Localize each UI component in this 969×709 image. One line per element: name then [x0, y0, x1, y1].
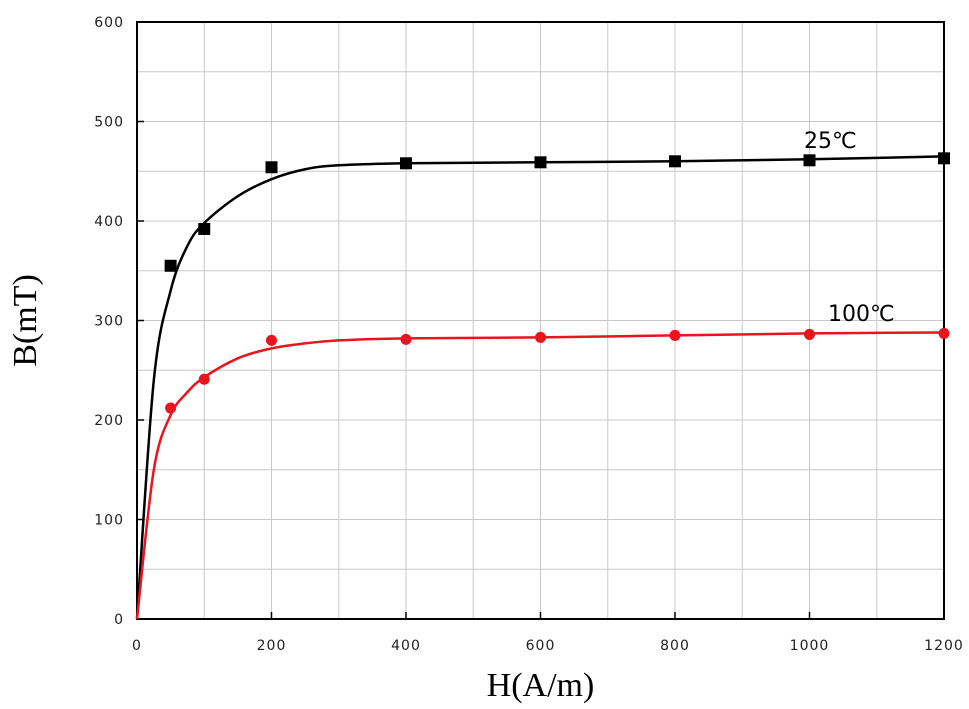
- tick-labels: 0 200 400 600 800 1000 1200 0 100 200 300 400 500 600: [94, 15, 964, 654]
- data-point-square: [400, 157, 412, 170]
- y-tick-label: 300: [94, 314, 124, 330]
- x-axis-title: H(A/m): [487, 667, 595, 704]
- data-point-circle: [198, 373, 210, 385]
- data-point-circle: [400, 333, 412, 345]
- data-point-square: [803, 154, 816, 167]
- fit-curve: [135, 331, 945, 620]
- series-label-25c: 25℃: [804, 129, 857, 154]
- gridlines: [137, 22, 944, 619]
- x-tick-label: 1200: [924, 638, 964, 654]
- data-point-square: [198, 222, 211, 235]
- y-tick-label: 500: [94, 115, 124, 131]
- series-labels: 25℃ 100℃: [804, 129, 895, 327]
- x-tick-label: 0: [132, 638, 142, 654]
- data-point-circle: [535, 331, 546, 343]
- data-markers: [164, 152, 950, 414]
- data-point-circle: [266, 334, 277, 346]
- y-tick-label: 200: [94, 413, 124, 429]
- x-tick-label: 400: [391, 638, 421, 654]
- x-tick-label: 200: [257, 638, 287, 654]
- data-point-square: [164, 259, 177, 272]
- data-point-circle: [165, 402, 177, 414]
- data-point-circle: [669, 329, 681, 341]
- data-point-square: [669, 155, 681, 168]
- data-point-circle: [804, 328, 815, 340]
- y-tick-label: 600: [94, 15, 124, 31]
- data-point-square: [265, 161, 278, 174]
- fit-curves: [135, 155, 945, 620]
- y-tick-label: 400: [94, 214, 124, 230]
- fit-curve: [135, 155, 945, 620]
- y-tick-label: 0: [114, 612, 124, 628]
- data-point-square: [938, 152, 950, 165]
- series-label-100c: 100℃: [828, 302, 895, 327]
- x-tick-label: 1000: [790, 638, 830, 654]
- y-tick-label: 100: [94, 513, 124, 529]
- data-point-square: [534, 156, 547, 169]
- data-point-circle: [938, 327, 950, 339]
- x-tick-label: 800: [660, 638, 690, 654]
- y-axis-title: B(mT): [7, 274, 44, 367]
- x-tick-label: 600: [526, 638, 556, 654]
